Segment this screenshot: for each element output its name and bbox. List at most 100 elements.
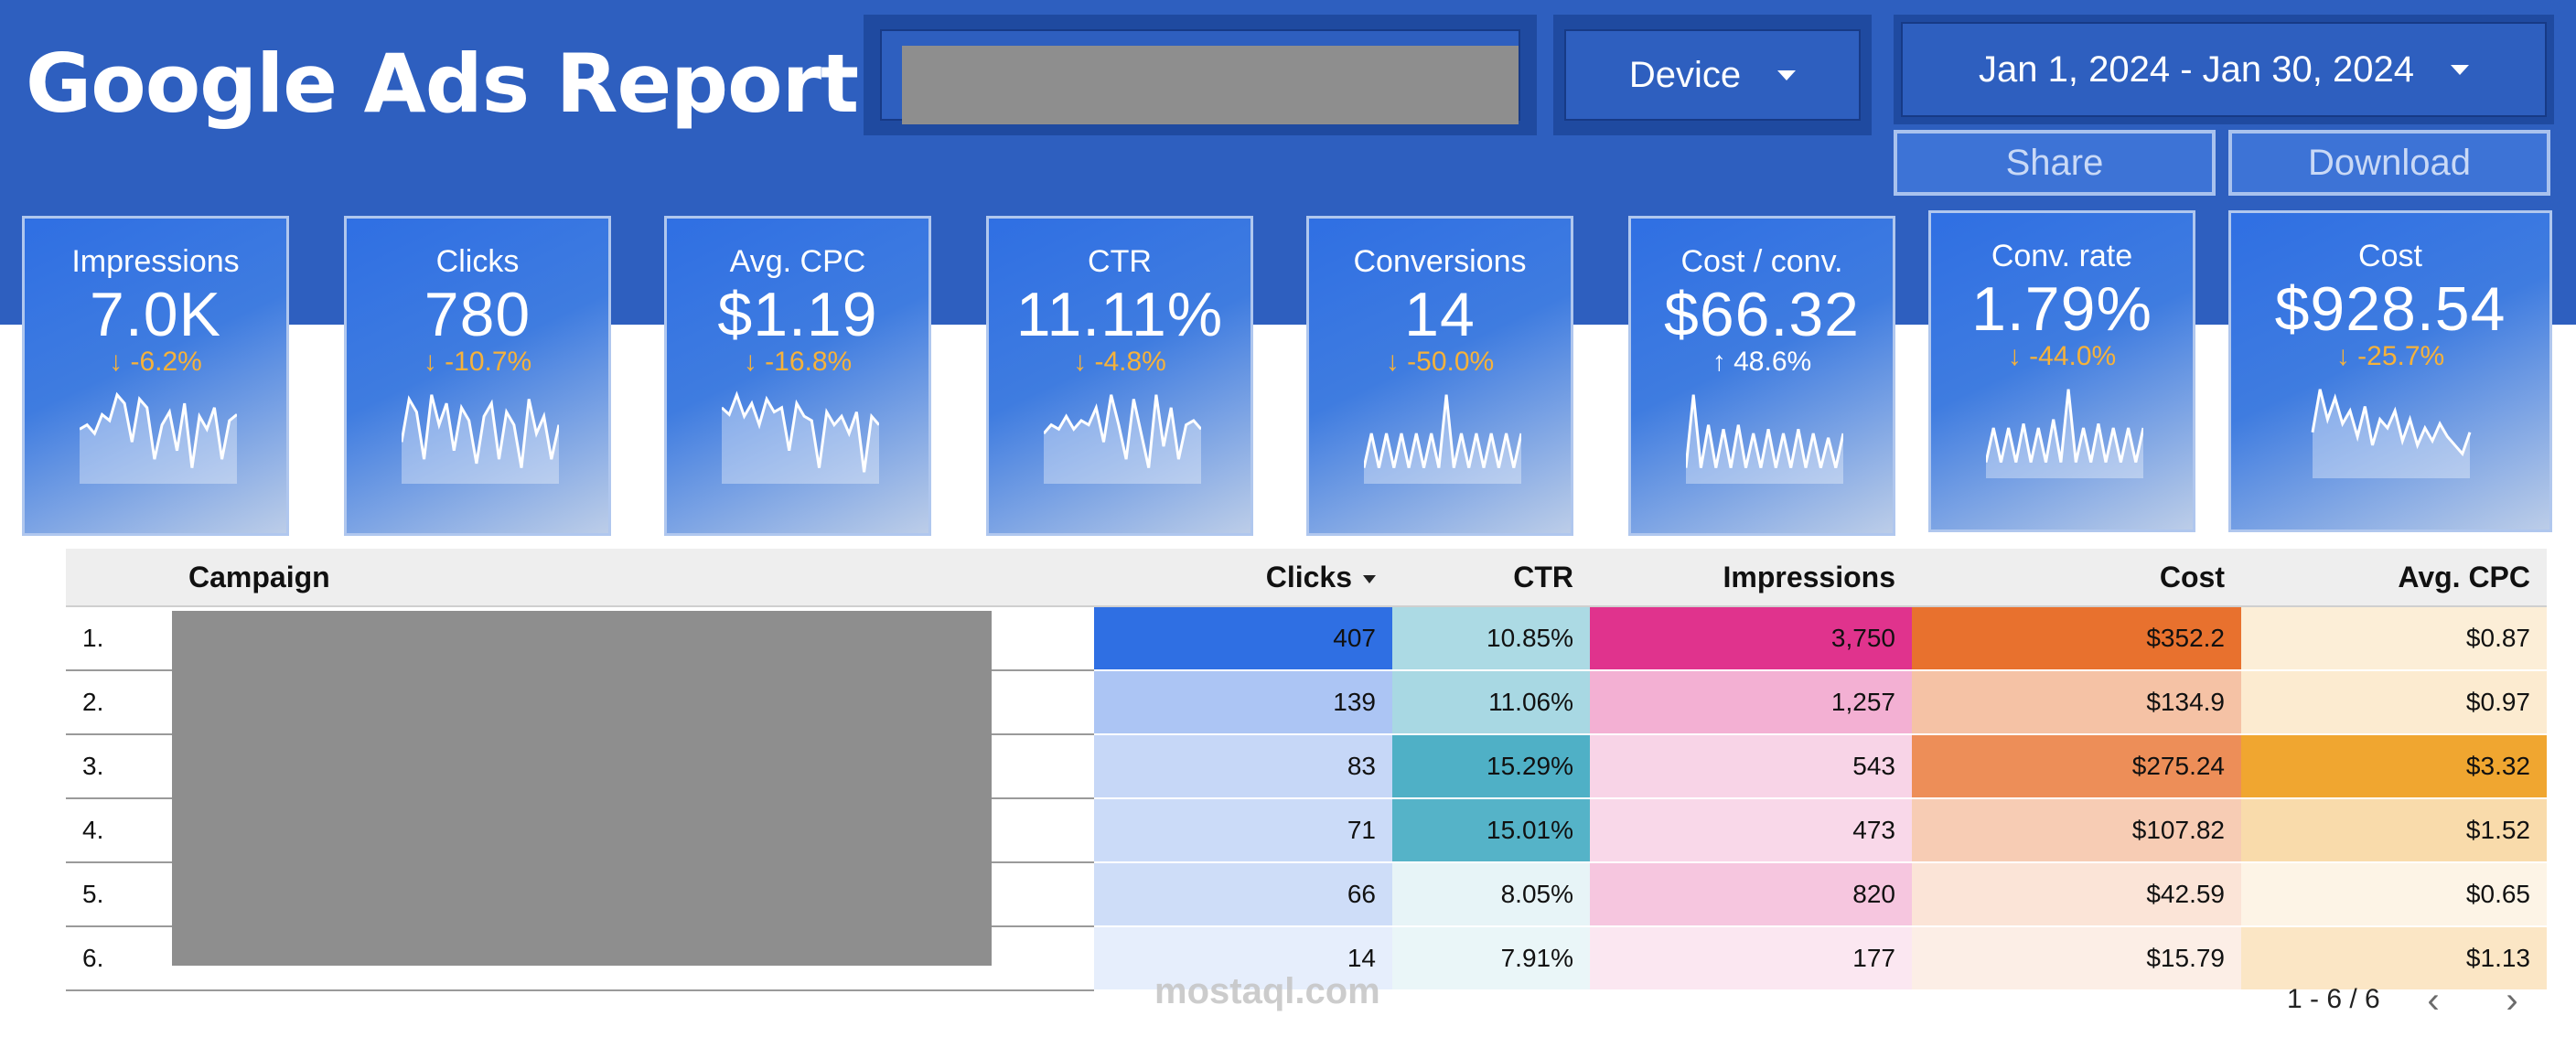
- cost-cell: $275.24: [1912, 734, 2241, 799]
- campaign-table: Campaign Clicks CTR Impressions Cost Avg…: [66, 549, 2547, 991]
- kpi-delta-value: -6.2%: [130, 347, 202, 377]
- device-dropdown-label: Device: [1628, 54, 1742, 95]
- row-index: 3.: [66, 734, 172, 799]
- kpi-delta: ↓ -25.7%: [2231, 341, 2549, 372]
- ctr-cell: 8.05%: [1392, 862, 1590, 927]
- campaign-header[interactable]: Campaign: [172, 549, 1094, 607]
- clicks-cell: 71: [1094, 798, 1392, 863]
- sparkline-line: [1986, 389, 2143, 463]
- table-header-row: Campaign Clicks CTR Impressions Cost Avg…: [66, 549, 2547, 607]
- search-control-inner: [880, 29, 1520, 124]
- chevron-down-icon: [1777, 69, 1797, 80]
- kpi-label: CTR: [1088, 244, 1152, 279]
- campaign-names-redacted: [172, 611, 992, 966]
- arrow-up-icon: ↑: [1712, 347, 1734, 377]
- kpi-delta-value: -44.0%: [2029, 341, 2117, 371]
- clicks-cell: 83: [1094, 734, 1392, 799]
- impressions-cell: 1,257: [1590, 670, 1912, 735]
- sparkline-line: [2311, 389, 2472, 457]
- ctr-cell: 15.01%: [1392, 798, 1590, 863]
- kpi-delta: ↓ -10.7%: [347, 347, 608, 378]
- row-index: 1.: [66, 606, 172, 671]
- table-row[interactable]: 2. 139 11.06% 1,257 $134.9 $0.97: [66, 670, 2547, 735]
- table-row[interactable]: 1. 407 10.85% 3,750 $352.2 $0.87: [66, 606, 2547, 671]
- search-input[interactable]: [902, 46, 1519, 124]
- kpi-card: Clicks 780 ↓ -10.7%: [344, 216, 611, 536]
- sparkline-line: [1686, 394, 1843, 468]
- download-button[interactable]: Download: [2228, 130, 2550, 196]
- date-range-picker[interactable]: Jan 1, 2024 - Jan 30, 2024: [1901, 22, 2547, 117]
- kpi-sparkline: [80, 391, 237, 484]
- cost-header[interactable]: Cost: [1912, 549, 2241, 607]
- kpi-sparkline: [722, 390, 879, 484]
- arrow-down-icon: ↓: [2335, 341, 2358, 371]
- row-index: 5.: [66, 862, 172, 927]
- kpi-sparkline: [2311, 389, 2472, 478]
- sort-desc-icon: [1363, 574, 1376, 583]
- sparkline-area: [80, 394, 237, 484]
- kpi-card: Impressions 7.0K ↓ -6.2%: [22, 216, 289, 536]
- kpi-value: $1.19: [717, 280, 878, 349]
- impressions-cell: 820: [1590, 862, 1912, 927]
- clicks-cell: 14: [1094, 926, 1392, 991]
- device-dropdown[interactable]: Device: [1564, 29, 1861, 121]
- chevron-left-icon[interactable]: ‹: [2427, 980, 2440, 1021]
- chevron-right-icon[interactable]: ›: [2506, 980, 2518, 1021]
- clicks-cell: 407: [1094, 606, 1392, 671]
- avg-cpc-cell: $3.32: [2241, 734, 2547, 799]
- kpi-value: 780: [424, 280, 531, 349]
- cost-cell: $107.82: [1912, 798, 2241, 863]
- kpi-delta: ↓ -44.0%: [1931, 341, 2193, 372]
- arrow-down-icon: ↓: [423, 347, 445, 377]
- kpi-value: 7.0K: [90, 280, 221, 349]
- chevron-down-icon: [2450, 64, 2469, 75]
- kpi-sparkline: [402, 394, 559, 484]
- kpi-delta-value: -4.8%: [1094, 347, 1166, 377]
- kpi-card: Cost / conv. $66.32 ↑ 48.6%: [1628, 216, 1895, 536]
- arrow-down-icon: ↓: [2007, 341, 2030, 371]
- row-index: 2.: [66, 670, 172, 735]
- arrow-down-icon: ↓: [1073, 347, 1095, 377]
- kpi-card: Cost $928.54 ↓ -25.7%: [2228, 210, 2552, 532]
- clicks-header[interactable]: Clicks: [1094, 549, 1392, 607]
- impressions-cell: 543: [1590, 734, 1912, 799]
- cost-cell: $352.2: [1912, 606, 2241, 671]
- kpi-sparkline: [1986, 389, 2143, 478]
- sparkline-area: [1686, 394, 1843, 484]
- impressions-header[interactable]: Impressions: [1590, 549, 1912, 607]
- sparkline-line: [722, 390, 879, 473]
- ctr-cell: 10.85%: [1392, 606, 1590, 671]
- clicks-cell: 66: [1094, 862, 1392, 927]
- avg-cpc-cell: $1.13: [2241, 926, 2547, 991]
- sparkline-line: [80, 391, 237, 468]
- date-range-label: Jan 1, 2024 - Jan 30, 2024: [1979, 48, 2414, 90]
- kpi-delta-value: -16.8%: [765, 347, 853, 377]
- kpi-label: Avg. CPC: [729, 244, 866, 279]
- kpi-card: Avg. CPC $1.19 ↓ -16.8%: [664, 216, 931, 536]
- kpi-label: Clicks: [435, 244, 520, 279]
- search-control: [864, 15, 1537, 135]
- sparkline-line: [402, 394, 559, 468]
- clicks-header-label: Clicks: [1265, 560, 1352, 593]
- table-row[interactable]: 5. 66 8.05% 820 $42.59 $0.65: [66, 862, 2547, 927]
- sparkline-area: [1044, 394, 1201, 484]
- kpi-delta-value: -50.0%: [1407, 347, 1495, 377]
- kpi-card: CTR 11.11% ↓ -4.8%: [986, 216, 1253, 536]
- kpi-delta: ↓ -6.2%: [25, 347, 286, 378]
- cost-cell: $42.59: [1912, 862, 2241, 927]
- kpi-value: 14: [1404, 280, 1476, 349]
- share-button[interactable]: Share: [1894, 130, 2216, 196]
- kpi-label: Conv. rate: [1991, 239, 2133, 273]
- ctr-cell: 15.29%: [1392, 734, 1590, 799]
- sparkline-line: [1364, 394, 1521, 468]
- arrow-down-icon: ↓: [743, 347, 766, 377]
- kpi-value: $928.54: [2274, 274, 2506, 344]
- kpi-card: Conv. rate 1.79% ↓ -44.0%: [1928, 210, 2195, 532]
- avg-cpc-header[interactable]: Avg. CPC: [2241, 549, 2547, 607]
- ctr-header[interactable]: CTR: [1392, 549, 1590, 607]
- kpi-label: Conversions: [1353, 244, 1527, 279]
- kpi-delta-value: -10.7%: [445, 347, 532, 377]
- kpi-card: Conversions 14 ↓ -50.0%: [1306, 216, 1573, 536]
- sparkline-area: [2313, 389, 2470, 478]
- kpi-delta-value: -25.7%: [2357, 341, 2445, 371]
